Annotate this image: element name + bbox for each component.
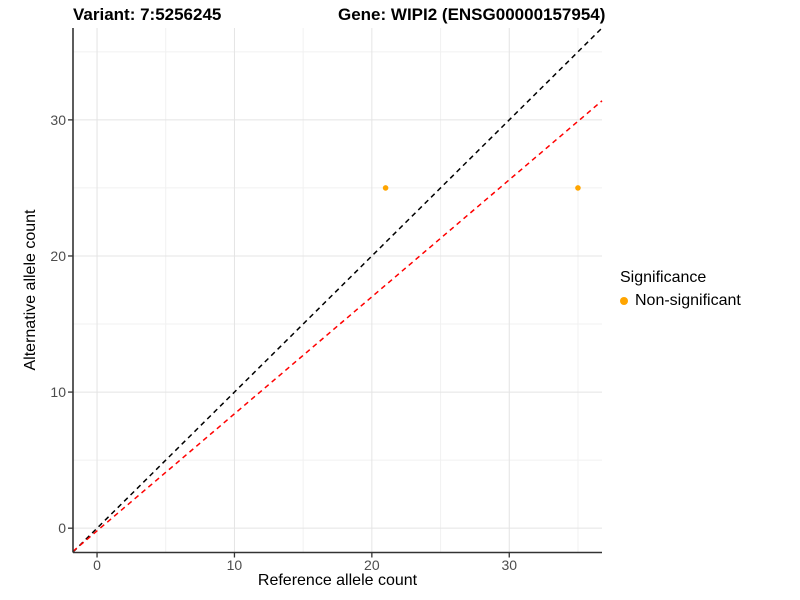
ratio-line <box>72 100 603 552</box>
data-point <box>382 185 389 191</box>
plot-title-gene: Gene: WIPI2 (ENSG00000157954) <box>338 5 606 24</box>
x-tick-label: 30 <box>501 557 518 573</box>
y-tick-label: 20 <box>50 247 66 264</box>
identity-line <box>72 27 603 553</box>
y-tick-label: 10 <box>50 384 66 401</box>
x-tick-label: 20 <box>364 557 380 573</box>
plot-title-variant: Variant: 7:5256245 <box>73 5 222 24</box>
data-point <box>575 185 581 191</box>
legend: Significance Non-significant <box>620 269 741 310</box>
x-axis-title: Reference allele count <box>257 572 418 589</box>
x-tick-label: 0 <box>93 557 101 573</box>
legend-item-label: Non-significant <box>635 292 741 309</box>
x-tick-label: 10 <box>226 557 243 573</box>
legend-title: Significance <box>620 269 707 286</box>
legend-item-non-significant: Non-significant <box>620 292 741 310</box>
legend-point-icon <box>620 297 628 305</box>
y-tick-label: 0 <box>58 520 66 537</box>
y-tick-label: 30 <box>50 111 66 128</box>
y-axis-title: Alternative allele count <box>22 209 39 371</box>
